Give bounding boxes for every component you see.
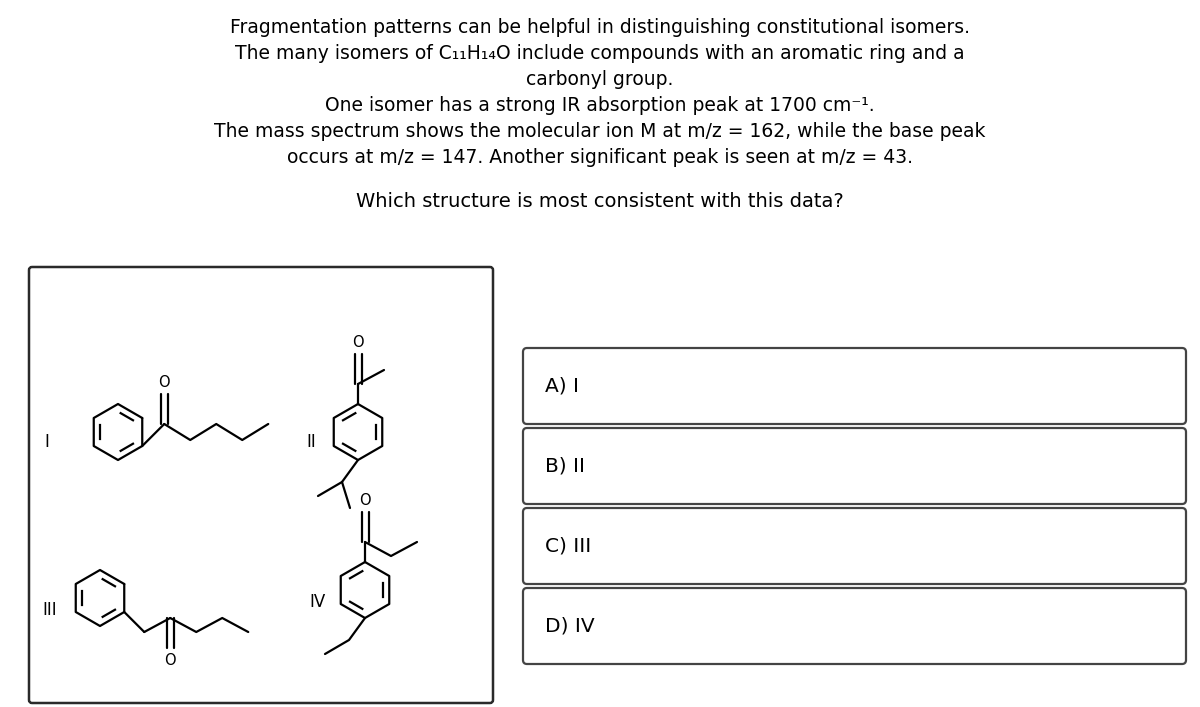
FancyBboxPatch shape [523, 588, 1186, 664]
Text: B) II: B) II [545, 457, 586, 476]
Text: D) IV: D) IV [545, 617, 595, 636]
FancyBboxPatch shape [523, 508, 1186, 584]
Text: IV: IV [310, 593, 325, 611]
Text: O: O [158, 375, 170, 390]
Text: O: O [359, 493, 371, 508]
FancyBboxPatch shape [523, 348, 1186, 424]
Text: A) I: A) I [545, 377, 580, 395]
Text: occurs at m/z = 147. Another significant peak is seen at m/z = 43.: occurs at m/z = 147. Another significant… [287, 148, 913, 167]
Text: O: O [352, 335, 364, 350]
Text: The mass spectrum shows the molecular ion M at m/z = 162, while the base peak: The mass spectrum shows the molecular io… [215, 122, 985, 141]
Text: Which structure is most consistent with this data?: Which structure is most consistent with … [356, 192, 844, 211]
Text: O: O [164, 653, 176, 668]
Text: I: I [44, 433, 49, 451]
Text: C) III: C) III [545, 537, 592, 556]
Text: III: III [42, 601, 56, 619]
Text: Fragmentation patterns can be helpful in distinguishing constitutional isomers.: Fragmentation patterns can be helpful in… [230, 18, 970, 37]
Text: The many isomers of C₁₁H₁₄O include compounds with an aromatic ring and a: The many isomers of C₁₁H₁₄O include comp… [235, 44, 965, 63]
Text: carbonyl group.: carbonyl group. [527, 70, 673, 89]
FancyBboxPatch shape [523, 428, 1186, 504]
Text: One isomer has a strong IR absorption peak at 1700 cm⁻¹.: One isomer has a strong IR absorption pe… [325, 96, 875, 115]
FancyBboxPatch shape [29, 267, 493, 703]
Text: II: II [306, 433, 316, 451]
